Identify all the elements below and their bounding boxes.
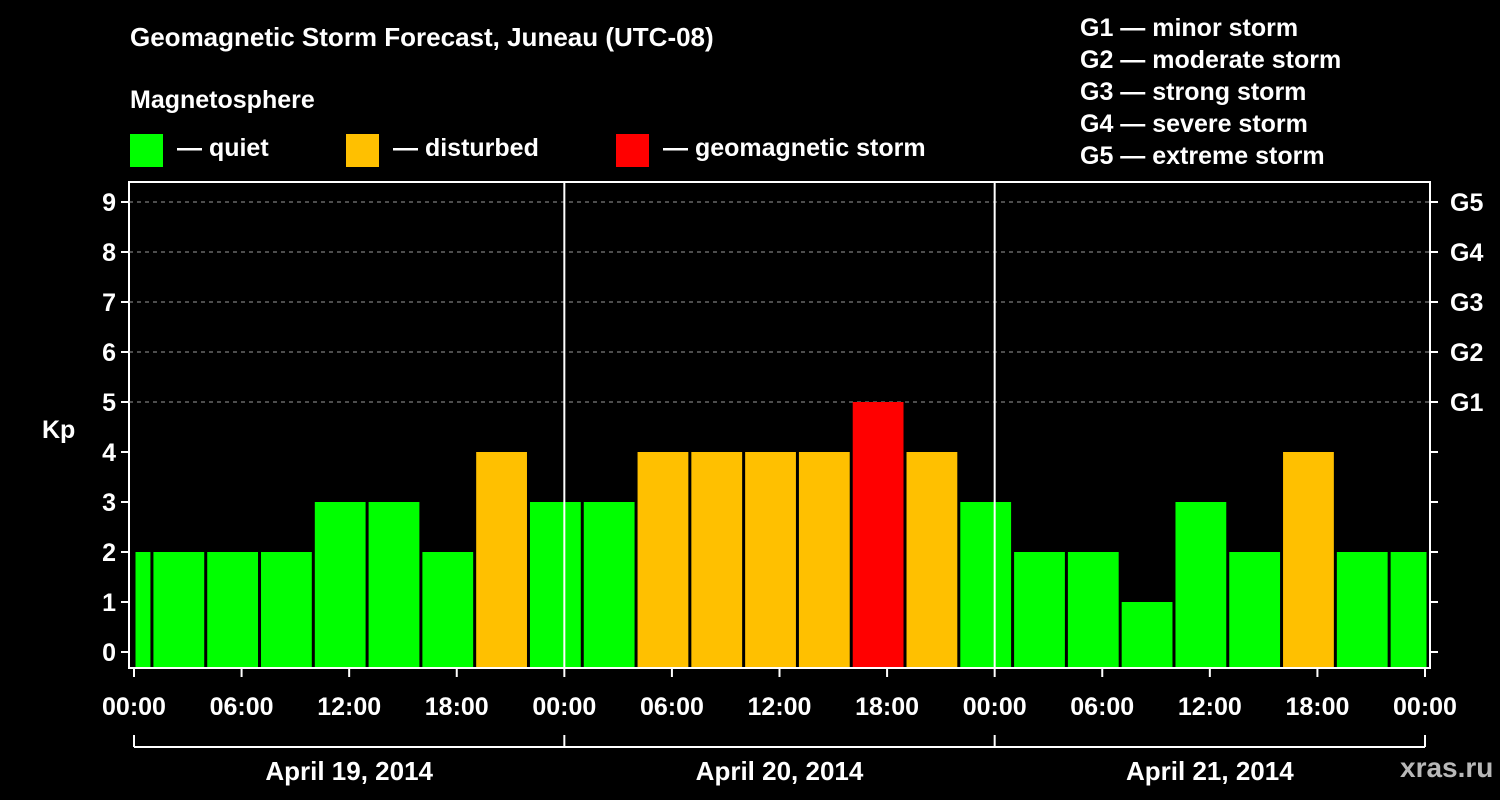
y-axis-label: Kp xyxy=(42,416,75,444)
storm-level-g3: G3 — strong storm xyxy=(1080,78,1307,106)
kp-bar xyxy=(207,552,259,667)
kp-bar xyxy=(1121,602,1173,667)
kp-bar xyxy=(261,552,312,667)
y-tick-label: 1 xyxy=(102,589,116,617)
kp-bar xyxy=(529,502,581,667)
x-tick-label: 12:00 xyxy=(317,693,381,721)
storm-level-tick-label: G4 xyxy=(1450,239,1483,267)
kp-bar xyxy=(1283,452,1334,667)
y-tick-label: 5 xyxy=(102,389,116,417)
storm-level-g2: G2 — moderate storm xyxy=(1080,46,1342,74)
kp-bar xyxy=(1229,552,1281,667)
x-tick-label: 18:00 xyxy=(855,693,919,721)
kp-bar xyxy=(1067,552,1119,667)
kp-bar xyxy=(476,452,527,667)
kp-bar xyxy=(745,452,796,667)
storm-level-tick-label: G3 xyxy=(1450,289,1483,317)
kp-bar xyxy=(1390,552,1427,667)
kp-bar xyxy=(852,402,904,667)
storm-level-g5: G5 — extreme storm xyxy=(1080,142,1325,170)
storm-level-g1: G1 — minor storm xyxy=(1080,14,1299,42)
legend-label-quiet: — quiet xyxy=(177,134,269,162)
kp-bar xyxy=(368,502,420,667)
kp-bar xyxy=(798,452,850,667)
kp-bar xyxy=(1336,552,1388,667)
x-tick-label: 18:00 xyxy=(1285,693,1349,721)
y-tick-label: 2 xyxy=(102,539,116,567)
legend-label-storm: — geomagnetic storm xyxy=(663,134,926,162)
kp-bar xyxy=(637,452,689,667)
y-tick-label: 9 xyxy=(102,189,116,217)
kp-bar xyxy=(422,552,474,667)
legend-swatch-disturbed xyxy=(346,134,379,167)
kp-bar xyxy=(314,502,366,667)
legend-subtitle: Magnetosphere xyxy=(130,86,315,114)
x-tick-label: 06:00 xyxy=(1070,693,1134,721)
kp-bar xyxy=(1014,552,1065,667)
legend-swatch-quiet xyxy=(130,134,163,167)
x-tick-label: 06:00 xyxy=(210,693,274,721)
y-tick-label: 4 xyxy=(102,439,116,467)
x-tick-label: 18:00 xyxy=(425,693,489,721)
kp-bar xyxy=(960,502,1012,667)
storm-level-tick-label: G5 xyxy=(1450,189,1483,217)
legend-swatch-storm xyxy=(616,134,649,167)
x-tick-label: 00:00 xyxy=(532,693,596,721)
kp-bar xyxy=(906,452,958,667)
kp-bar xyxy=(583,502,635,667)
day-label: April 20, 2014 xyxy=(696,756,864,786)
x-tick-label: 00:00 xyxy=(963,693,1027,721)
x-tick-label: 12:00 xyxy=(748,693,812,721)
storm-level-tick-label: G2 xyxy=(1450,339,1483,367)
x-tick-label: 12:00 xyxy=(1178,693,1242,721)
x-tick-label: 00:00 xyxy=(102,693,166,721)
y-tick-label: 6 xyxy=(102,339,116,367)
day-label: April 19, 2014 xyxy=(265,756,433,786)
x-tick-label: 06:00 xyxy=(640,693,704,721)
kp-bar xyxy=(135,552,151,667)
legend-label-disturbed: — disturbed xyxy=(393,134,539,162)
y-tick-label: 3 xyxy=(102,489,116,517)
kp-bar xyxy=(153,552,205,667)
kp-bar xyxy=(1175,502,1227,667)
x-tick-label: 00:00 xyxy=(1393,693,1457,721)
storm-level-g4: G4 — severe storm xyxy=(1080,110,1308,138)
y-tick-label: 7 xyxy=(102,289,116,317)
y-tick-label: 0 xyxy=(102,639,116,667)
chart-title: Geomagnetic Storm Forecast, Juneau (UTC-… xyxy=(130,22,714,52)
y-tick-label: 8 xyxy=(102,239,116,267)
kp-bar xyxy=(691,452,743,667)
day-label: April 21, 2014 xyxy=(1126,756,1294,786)
watermark: xras.ru xyxy=(1400,752,1494,783)
storm-level-tick-label: G1 xyxy=(1450,389,1483,417)
